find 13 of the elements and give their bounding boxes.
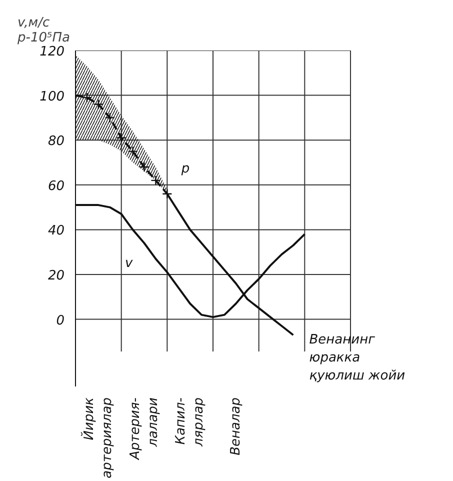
x-tick-label: Йирик артериялар bbox=[80, 397, 115, 478]
y-tick-label: 0 bbox=[56, 313, 65, 328]
annotation: p bbox=[180, 162, 190, 177]
y-tick-label: 40 bbox=[48, 224, 65, 239]
y-tick-label: 120 bbox=[40, 44, 65, 60]
x-tick-label: Артерия- лалари bbox=[128, 397, 161, 460]
y-tick-label: 100 bbox=[40, 89, 65, 104]
y-axis-title: v,м/с p-10⁵Па bbox=[16, 16, 70, 46]
x-tick-label: Веналар bbox=[228, 397, 244, 456]
y-tick-label: 20 bbox=[48, 268, 65, 284]
annotation: v bbox=[125, 256, 133, 271]
y-tick-label: 60 bbox=[48, 178, 65, 194]
y-tick-label: 80 bbox=[48, 134, 65, 150]
